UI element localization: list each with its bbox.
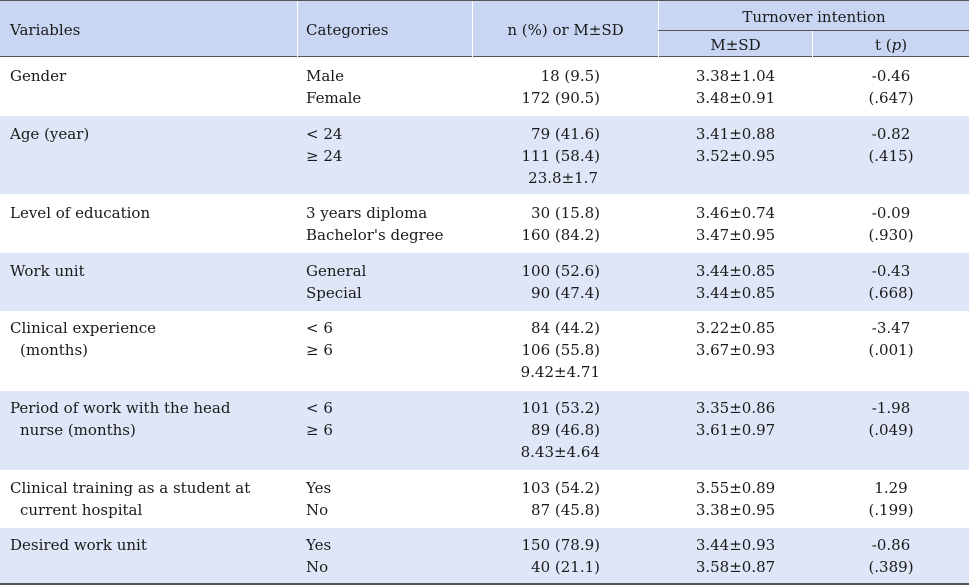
msd-value: 3.35±0.86	[695, 399, 776, 417]
variable-label: Gender	[10, 67, 67, 85]
t-value: -0.09	[871, 204, 911, 222]
header-divider	[658, 1, 659, 58]
turnover-underline	[658, 30, 969, 31]
variable-label: Clinical experience	[10, 319, 157, 337]
p-value: (.001)	[868, 341, 914, 359]
header-divider	[812, 31, 813, 58]
n-value: 87 (45.8)	[531, 501, 600, 519]
msd-value: 3.38±1.04	[695, 67, 776, 85]
header-msd: M±SD	[710, 36, 761, 54]
category: Special	[306, 284, 362, 302]
t-value: -3.47	[871, 319, 911, 337]
category: < 24	[306, 125, 343, 143]
t-value: -0.43	[871, 262, 911, 280]
msd-value: 3.61±0.97	[695, 421, 776, 439]
msd-value: 3.38±0.95	[695, 501, 776, 519]
mean-value: 9.42±4.71	[520, 363, 600, 381]
category: ≥ 6	[306, 341, 333, 359]
t-value: -0.82	[871, 125, 911, 143]
t-value: 1.29	[874, 479, 908, 497]
category: 3 years diploma	[306, 204, 428, 222]
category: General	[306, 262, 367, 280]
table-row	[0, 253, 969, 311]
table-row	[0, 528, 969, 583]
category: No	[306, 558, 329, 576]
n-value: 172 (90.5)	[521, 89, 600, 107]
n-value: 79 (41.6)	[531, 125, 600, 143]
msd-value: 3.48±0.91	[695, 89, 776, 107]
table-header: Variables Categories n (%) or M±SD Turno…	[0, 0, 969, 58]
header-variables: Variables	[10, 21, 81, 39]
category: Bachelor's degree	[306, 226, 444, 244]
category: No	[306, 501, 329, 519]
msd-value: 3.47±0.95	[695, 226, 776, 244]
n-value: 160 (84.2)	[521, 226, 600, 244]
header-n: n (%) or M±SD	[507, 21, 624, 39]
msd-value: 3.44±0.93	[695, 536, 776, 554]
p-value: (.930)	[868, 226, 914, 244]
table-row	[0, 391, 969, 470]
n-value: 18 (9.5)	[540, 67, 600, 85]
category: Yes	[306, 479, 332, 497]
n-value: 30 (15.8)	[531, 204, 600, 222]
category: Yes	[306, 536, 332, 554]
msd-value: 3.41±0.88	[695, 125, 776, 143]
category: < 6	[306, 319, 333, 337]
table-row	[0, 116, 969, 194]
msd-value: 3.46±0.74	[695, 204, 776, 222]
n-value: 103 (54.2)	[521, 479, 600, 497]
n-value: 111 (58.4)	[521, 147, 600, 165]
p-value: (.049)	[868, 421, 914, 439]
header-divider	[472, 1, 473, 58]
n-value: 40 (21.1)	[531, 558, 600, 576]
header-turnover: Turnover intention	[742, 8, 886, 26]
t-value: -0.86	[871, 536, 911, 554]
msd-value: 3.58±0.87	[695, 558, 776, 576]
msd-value: 3.22±0.85	[695, 319, 776, 337]
n-value: 100 (52.6)	[521, 262, 600, 280]
category: ≥ 6	[306, 421, 333, 439]
variable-label: Level of education	[10, 204, 151, 222]
category: Female	[306, 89, 362, 107]
n-value: 90 (47.4)	[531, 284, 600, 302]
msd-value: 3.52±0.95	[695, 147, 776, 165]
variable-label: Work unit	[10, 262, 85, 280]
variable-label: Age (year)	[10, 125, 90, 143]
p-value: (.647)	[868, 89, 914, 107]
mean-value: 8.43±4.64	[520, 443, 600, 461]
p-value: (.668)	[868, 284, 914, 302]
p-value: (.389)	[868, 558, 914, 576]
category: Male	[306, 67, 344, 85]
variable-label: Clinical training as a student at	[10, 479, 251, 497]
header-t: t (p)	[874, 36, 908, 54]
n-value: 150 (78.9)	[521, 536, 600, 554]
t-value: -1.98	[871, 399, 911, 417]
p-value: (.199)	[868, 501, 914, 519]
table-bottom-rule	[0, 583, 969, 585]
category: ≥ 24	[306, 147, 343, 165]
header-divider	[297, 1, 298, 58]
variable-label: nurse (months)	[20, 421, 136, 439]
variable-label: current hospital	[20, 501, 143, 519]
n-value: 101 (53.2)	[521, 399, 600, 417]
p-value: (.415)	[868, 147, 914, 165]
msd-value: 3.67±0.93	[695, 341, 776, 359]
n-value: 106 (55.8)	[521, 341, 600, 359]
t-value: -0.46	[871, 67, 911, 85]
variable-label: Desired work unit	[10, 536, 147, 554]
mean-value: 23.8±1.7	[528, 169, 598, 187]
category: < 6	[306, 399, 333, 417]
n-value: 89 (46.8)	[531, 421, 600, 439]
variable-label: Period of work with the head	[10, 399, 231, 417]
msd-value: 3.44±0.85	[695, 262, 776, 280]
msd-value: 3.55±0.89	[695, 479, 776, 497]
msd-value: 3.44±0.85	[695, 284, 776, 302]
variable-label: (months)	[20, 341, 89, 359]
n-value: 84 (44.2)	[531, 319, 600, 337]
header-categories: Categories	[306, 21, 389, 39]
